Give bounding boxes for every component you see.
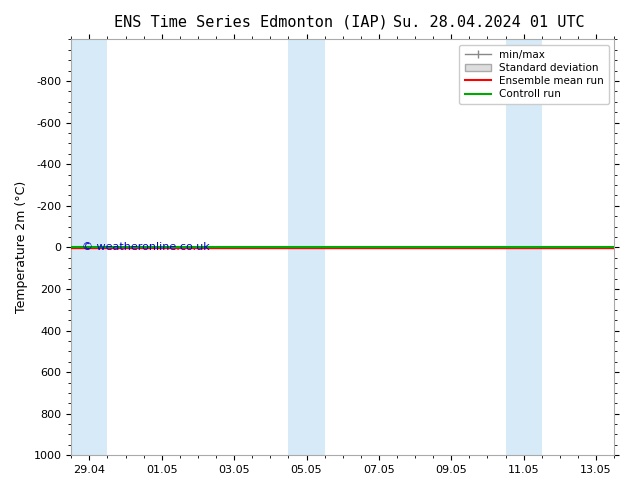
Bar bbox=[505, 40, 542, 455]
Bar bbox=[71, 40, 108, 455]
Bar bbox=[288, 40, 325, 455]
Legend: min/max, Standard deviation, Ensemble mean run, Controll run: min/max, Standard deviation, Ensemble me… bbox=[460, 45, 609, 104]
Text: © weatheronline.co.uk: © weatheronline.co.uk bbox=[82, 243, 210, 252]
Text: Su. 28.04.2024 01 UTC: Su. 28.04.2024 01 UTC bbox=[393, 15, 585, 30]
Y-axis label: Temperature 2m (°C): Temperature 2m (°C) bbox=[15, 181, 28, 314]
Text: ENS Time Series Edmonton (IAP): ENS Time Series Edmonton (IAP) bbox=[114, 15, 388, 30]
